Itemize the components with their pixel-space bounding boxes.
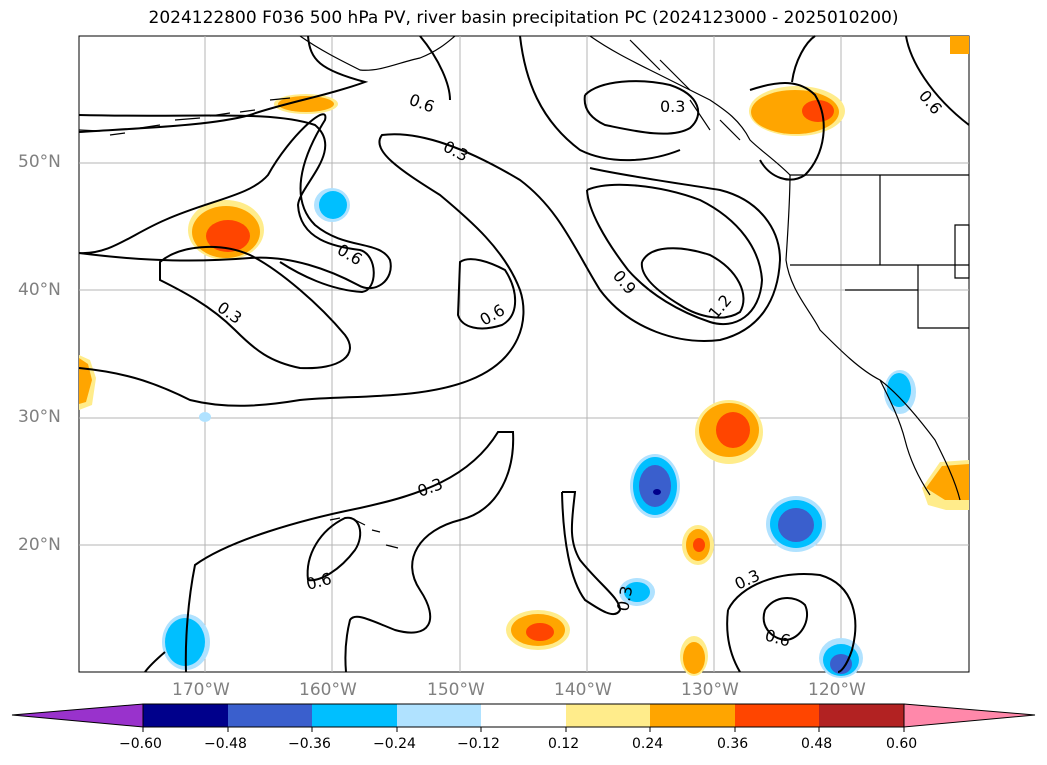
lon-label-130w: 130°W bbox=[681, 680, 739, 700]
pv-contour bbox=[640, 247, 745, 319]
pv-contour bbox=[791, 35, 816, 83]
pv-contour bbox=[159, 245, 351, 370]
pv-contour bbox=[456, 258, 517, 330]
colorbar-segment bbox=[143, 704, 228, 727]
colorbar-segment bbox=[481, 704, 566, 727]
pv-contour bbox=[905, 35, 970, 126]
precip-blob bbox=[778, 508, 814, 542]
coastline-alaska bbox=[299, 35, 456, 71]
lon-label-150w: 150°W bbox=[427, 680, 485, 700]
map-panel bbox=[78, 35, 970, 673]
colorbar-frame bbox=[142, 703, 905, 728]
coastlines bbox=[78, 35, 970, 549]
coastline-aleutians bbox=[78, 97, 291, 136]
pv-contour bbox=[144, 651, 166, 673]
precip-blob bbox=[278, 96, 334, 112]
lon-label-170w: 170°W bbox=[172, 680, 230, 700]
colorbar-tick: −0.36 bbox=[288, 736, 331, 752]
pv-contour bbox=[78, 133, 782, 407]
coastline-alaska-gulf bbox=[589, 35, 791, 176]
contour-label: 0.3 bbox=[613, 584, 636, 612]
pv-contour bbox=[78, 35, 369, 133]
precip-blob bbox=[206, 220, 250, 252]
colorbar-tick: 0.60 bbox=[886, 736, 918, 752]
colorbar-tick: 0.12 bbox=[548, 736, 580, 752]
colorbar-tick: −0.24 bbox=[373, 736, 416, 752]
lat-label-20: 20°N bbox=[18, 535, 61, 555]
pv-contour bbox=[749, 82, 825, 181]
pv-contour bbox=[78, 114, 375, 294]
precip-blob bbox=[693, 538, 705, 552]
coastline-hawaii bbox=[329, 517, 399, 549]
lat-label-50: 50°N bbox=[18, 152, 61, 172]
pv-contour bbox=[762, 597, 808, 642]
precip-blob bbox=[830, 654, 852, 674]
lon-label-140w: 140°W bbox=[554, 680, 612, 700]
precip-blob bbox=[887, 373, 911, 407]
precip-blob bbox=[683, 642, 705, 674]
colorbar bbox=[11, 703, 1036, 732]
colorbar-tick: −0.60 bbox=[119, 736, 162, 752]
colorbar-extend-low bbox=[11, 703, 144, 728]
map-title: 2024122800 F036 500 hPa PV, river basin … bbox=[148, 8, 899, 28]
precip-blob bbox=[950, 36, 969, 54]
pv-contour bbox=[586, 183, 764, 326]
coastline-baja bbox=[879, 379, 931, 496]
contour-label: 0.3 bbox=[660, 97, 685, 116]
lat-label-30: 30°N bbox=[18, 407, 61, 427]
colorbar-segment bbox=[650, 704, 735, 727]
precip-blob bbox=[319, 191, 347, 219]
pv-contour bbox=[306, 516, 362, 582]
colorbar-segment bbox=[819, 704, 904, 727]
precip-blob bbox=[926, 464, 969, 500]
colorbar-segment bbox=[312, 704, 397, 727]
precip-fields bbox=[79, 36, 969, 678]
colorbar-segment bbox=[735, 704, 819, 727]
state-borders bbox=[790, 175, 970, 329]
colorbar-extend-high bbox=[903, 703, 1036, 728]
coastline-bc-islands bbox=[629, 39, 741, 141]
pv-contours bbox=[78, 35, 970, 673]
lon-label-160w: 160°W bbox=[299, 680, 357, 700]
pv-contour bbox=[726, 609, 741, 673]
pv-contour bbox=[727, 573, 857, 673]
gridlines bbox=[79, 36, 969, 672]
pv-contour bbox=[419, 35, 451, 101]
colorbar-tick: 0.24 bbox=[632, 736, 664, 752]
colorbar-segment bbox=[566, 704, 650, 727]
lon-label-120w: 120°W bbox=[808, 680, 866, 700]
precip-blob bbox=[526, 623, 554, 641]
precip-blob bbox=[802, 100, 834, 122]
colorbar-tick: 0.36 bbox=[717, 736, 749, 752]
precip-blob bbox=[165, 618, 205, 666]
precip-blob bbox=[624, 582, 650, 602]
colorbar-tick: −0.12 bbox=[457, 736, 500, 752]
coastline-us-west bbox=[785, 174, 961, 501]
precip-blob bbox=[199, 412, 211, 422]
precip-blob bbox=[639, 465, 671, 507]
colorbar-segment bbox=[397, 704, 481, 727]
pv-contour bbox=[184, 431, 515, 673]
pv-contour bbox=[519, 35, 681, 162]
colorbar-segment bbox=[228, 704, 312, 727]
pv-contour bbox=[583, 80, 700, 135]
precip-blob bbox=[716, 412, 750, 448]
pv-contour bbox=[561, 491, 622, 616]
colorbar-tick: 0.48 bbox=[801, 736, 833, 752]
colorbar-tick: −0.48 bbox=[204, 736, 247, 752]
precip-blob bbox=[653, 489, 661, 495]
lat-label-40: 40°N bbox=[18, 280, 61, 300]
